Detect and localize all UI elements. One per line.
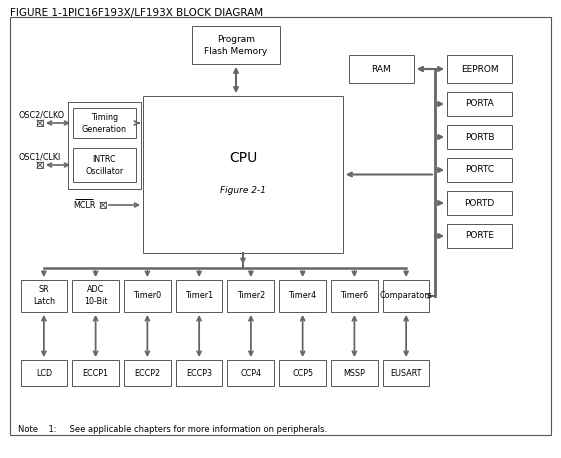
Bar (279, 280, 326, 312)
Bar (68, 102, 141, 189)
Text: Comparators: Comparators (380, 291, 433, 300)
Bar (331, 280, 378, 312)
Bar (100, 202, 106, 208)
Text: CPU: CPU (229, 152, 257, 165)
Text: PORTC: PORTC (465, 165, 494, 174)
Text: Timer4: Timer4 (288, 291, 317, 300)
Text: PORTE: PORTE (465, 231, 494, 240)
Text: RAM: RAM (371, 65, 392, 73)
Text: Figure 2-1: Figure 2-1 (220, 186, 266, 195)
Bar (72, 360, 119, 386)
Bar (37, 120, 43, 126)
Text: LCD: LCD (36, 369, 52, 377)
Text: Flash Memory: Flash Memory (204, 48, 268, 56)
Bar (72, 280, 119, 312)
Bar (192, 26, 280, 64)
Text: Timer6: Timer6 (341, 291, 369, 300)
Bar (73, 148, 136, 182)
Bar (447, 224, 512, 248)
Text: CCP4: CCP4 (240, 369, 261, 377)
Bar (447, 158, 512, 182)
Text: Note    1:     See applicable chapters for more information on peripherals.: Note 1: See applicable chapters for more… (18, 425, 327, 435)
Text: OSC2/CLKO: OSC2/CLKO (18, 110, 64, 120)
Bar (21, 280, 67, 312)
Text: CCP5: CCP5 (292, 369, 313, 377)
Text: FIGURE 1-1:: FIGURE 1-1: (10, 8, 72, 18)
Text: SR: SR (39, 285, 49, 294)
Text: Timer1: Timer1 (185, 291, 213, 300)
Text: OSC1/CLKI: OSC1/CLKI (18, 153, 60, 162)
Text: INTRC: INTRC (93, 154, 116, 164)
Text: Latch: Latch (33, 298, 55, 306)
Text: ECCP1: ECCP1 (82, 369, 109, 377)
Text: EEPROM: EEPROM (461, 65, 498, 73)
Text: ADC: ADC (87, 285, 104, 294)
Bar (383, 280, 430, 312)
Bar (228, 360, 274, 386)
Text: MSSP: MSSP (343, 369, 365, 377)
Bar (447, 125, 512, 149)
Bar (73, 108, 136, 138)
Text: Program: Program (217, 34, 255, 44)
Bar (143, 96, 343, 253)
Bar (176, 280, 223, 312)
Bar (21, 360, 67, 386)
Text: PIC16F193X/LF193X BLOCK DIAGRAM: PIC16F193X/LF193X BLOCK DIAGRAM (68, 8, 263, 18)
Text: EUSART: EUSART (390, 369, 422, 377)
Bar (228, 280, 274, 312)
Bar (383, 360, 430, 386)
Text: Timer0: Timer0 (134, 291, 162, 300)
Bar (447, 92, 512, 116)
Bar (447, 55, 512, 83)
Text: Timer2: Timer2 (237, 291, 265, 300)
Text: PORTA: PORTA (465, 99, 494, 109)
Bar (176, 360, 223, 386)
Bar (124, 280, 171, 312)
Text: Generation: Generation (82, 125, 127, 133)
Bar (279, 360, 326, 386)
Bar (331, 360, 378, 386)
Text: ECCP2: ECCP2 (134, 369, 160, 377)
Bar (124, 360, 171, 386)
Text: MCLR: MCLR (73, 201, 95, 209)
Text: ECCP3: ECCP3 (186, 369, 212, 377)
Text: Timing: Timing (91, 113, 118, 121)
Bar (349, 55, 414, 83)
Text: Oscillator: Oscillator (85, 167, 123, 175)
Bar (447, 191, 512, 215)
Text: PORTB: PORTB (465, 132, 494, 142)
Bar (37, 162, 43, 168)
Text: 10-Bit: 10-Bit (84, 298, 107, 306)
Text: PORTD: PORTD (465, 198, 495, 207)
